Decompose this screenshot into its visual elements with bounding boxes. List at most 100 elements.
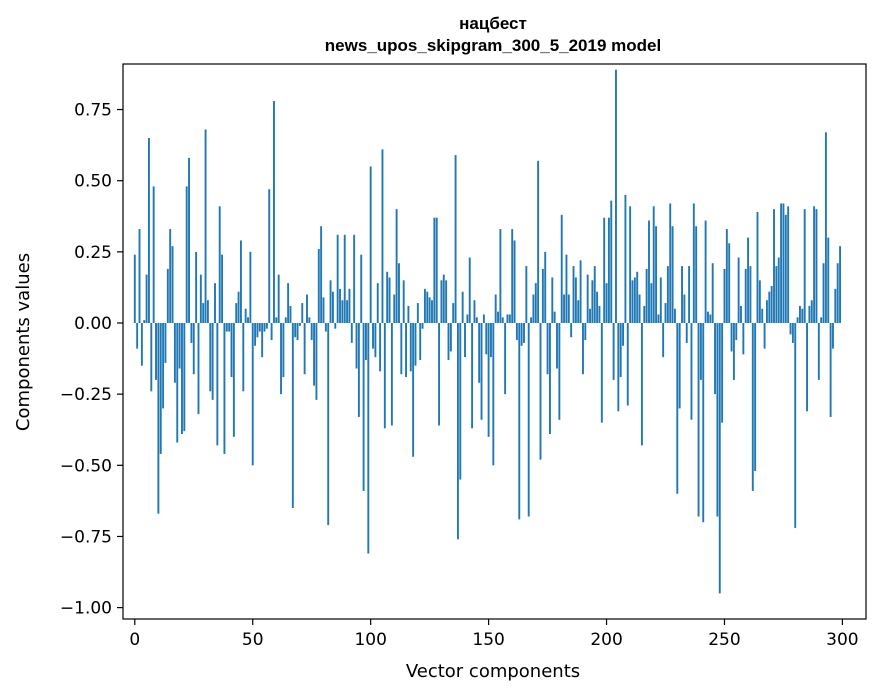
bar [740, 305, 742, 323]
bar [192, 323, 195, 375]
bar [730, 323, 733, 352]
y-tick-label: −0.25 [60, 385, 112, 405]
bar [388, 277, 391, 323]
bar [294, 323, 297, 338]
bar [820, 317, 823, 323]
y-axis: −1.00 −0.75 −0.50 −0.25 0.00 0.25 0.50 0.75 [60, 101, 123, 619]
chart-title: нацбест [459, 14, 527, 33]
bar [558, 323, 561, 420]
bar [801, 308, 804, 323]
bar [447, 323, 450, 360]
bar [329, 280, 332, 323]
bar [501, 317, 504, 323]
bar [360, 254, 363, 323]
bar [244, 308, 247, 323]
bar [183, 323, 186, 432]
bar [289, 305, 292, 323]
bar [157, 323, 160, 514]
bar [256, 323, 259, 338]
bar [379, 323, 382, 372]
bar [372, 323, 374, 349]
bar [195, 251, 198, 323]
bar [265, 323, 268, 329]
bar [723, 268, 726, 323]
bar [313, 323, 315, 386]
bar [317, 249, 320, 323]
bar [662, 323, 665, 358]
bar [471, 323, 474, 429]
bar [164, 323, 167, 363]
bar [615, 69, 617, 323]
bar [306, 294, 308, 323]
bar [140, 323, 143, 366]
bar [320, 226, 323, 323]
bar [475, 317, 478, 323]
bar [780, 203, 783, 323]
bar [511, 229, 514, 323]
bar [237, 291, 240, 323]
bar [633, 277, 636, 323]
bar [287, 283, 290, 323]
bar [178, 323, 181, 369]
bar [369, 166, 372, 323]
bar [756, 212, 759, 323]
bar [716, 323, 719, 517]
bar [631, 280, 634, 323]
bar [791, 323, 794, 343]
bar [334, 323, 337, 329]
bar [725, 229, 728, 323]
bar [735, 323, 738, 341]
bar [431, 300, 433, 323]
bar [445, 280, 448, 323]
bar [284, 317, 287, 323]
y-tick-label: −1.00 [60, 599, 112, 619]
bar [263, 323, 266, 332]
bar [678, 323, 681, 409]
bar [669, 203, 672, 323]
bar [650, 283, 653, 323]
x-tick-label: 150 [472, 630, 504, 650]
bar [534, 283, 537, 323]
chart-subtitle: news_upos_skipgram_300_5_2019 model [325, 36, 661, 55]
bar [681, 266, 683, 323]
bar [452, 303, 455, 323]
x-tick-label: 100 [354, 630, 386, 650]
bar [591, 280, 594, 323]
bar [166, 268, 169, 323]
bar [270, 323, 273, 341]
bar [412, 323, 415, 457]
bar [574, 277, 577, 323]
bar [202, 303, 205, 323]
bar [322, 297, 325, 323]
bar [480, 323, 483, 420]
bar [190, 323, 193, 343]
bar [485, 323, 488, 355]
bar [152, 186, 155, 323]
bar [754, 323, 757, 471]
bar [310, 323, 313, 341]
bar [548, 323, 551, 434]
bar [414, 323, 417, 366]
bar [749, 266, 752, 323]
bar [169, 229, 172, 323]
bar [813, 206, 816, 323]
bar [315, 323, 318, 400]
x-axis-label: Vector components [406, 661, 580, 682]
bar [181, 323, 183, 434]
bar [298, 323, 301, 326]
bar [251, 323, 254, 466]
bar [438, 323, 441, 426]
bar [214, 283, 216, 323]
bar [494, 294, 497, 323]
bar [482, 314, 485, 323]
bar [827, 237, 830, 323]
bar [589, 308, 591, 323]
bar [707, 311, 709, 323]
bar [782, 203, 785, 323]
bar [579, 260, 582, 323]
bar [433, 217, 436, 323]
bar [732, 323, 735, 380]
bar [551, 277, 554, 323]
bar [464, 323, 466, 358]
bar [657, 314, 660, 323]
